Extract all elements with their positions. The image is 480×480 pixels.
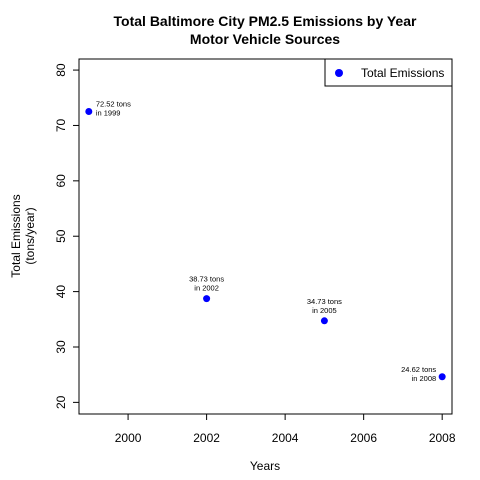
legend-label: Total Emissions: [361, 66, 444, 80]
y-tick-label: 70: [54, 118, 68, 132]
y-axis-label-group: Total Emissions (tons/year): [9, 194, 37, 277]
y-tick-label: 60: [54, 174, 68, 188]
chart-subtitle: Motor Vehicle Sources: [190, 31, 340, 47]
data-label-value: 72.52 tons: [96, 100, 131, 109]
data-label-value: 34.73 tons: [307, 297, 342, 306]
data-point: [85, 108, 93, 116]
x-tick-label: 2008: [429, 431, 456, 445]
x-tick-label: 2000: [115, 431, 142, 445]
legend-marker: [335, 69, 343, 77]
data-label-year: in 2005: [312, 306, 337, 315]
data-label-year: in 1999: [96, 109, 121, 118]
data-point: [203, 295, 211, 303]
chart-title: Total Baltimore City PM2.5 Emissions by …: [114, 13, 417, 29]
y-tick-label: 30: [54, 340, 68, 354]
y-tick-label: 50: [54, 229, 68, 243]
x-tick-label: 2004: [272, 431, 299, 445]
data-label-value: 24.62 tons: [401, 365, 436, 374]
y-axis-label-line2: (tons/year): [23, 207, 37, 264]
data-point: [438, 373, 446, 381]
x-tick-label: 2006: [350, 431, 377, 445]
y-tick-label: 20: [54, 395, 68, 409]
data-point: [320, 317, 328, 325]
x-tick-label: 2002: [193, 431, 220, 445]
legend-box: [324, 58, 453, 87]
x-axis-label: Years: [250, 459, 280, 473]
data-label-year: in 2008: [412, 374, 437, 383]
y-tick-label: 80: [54, 63, 68, 77]
plot-area: [78, 58, 453, 415]
y-axis: 20 30 40 50 60 70 80: [54, 63, 79, 409]
x-axis: 2000 2002 2004 2006 2008: [115, 414, 456, 445]
data-label-year: in 2002: [194, 284, 219, 293]
data-label-value: 38.73 tons: [189, 275, 224, 284]
data-points: [85, 108, 446, 381]
legend: Total Emissions: [324, 58, 453, 87]
y-tick-label: 40: [54, 285, 68, 299]
y-axis-label-line1: Total Emissions: [9, 194, 23, 277]
